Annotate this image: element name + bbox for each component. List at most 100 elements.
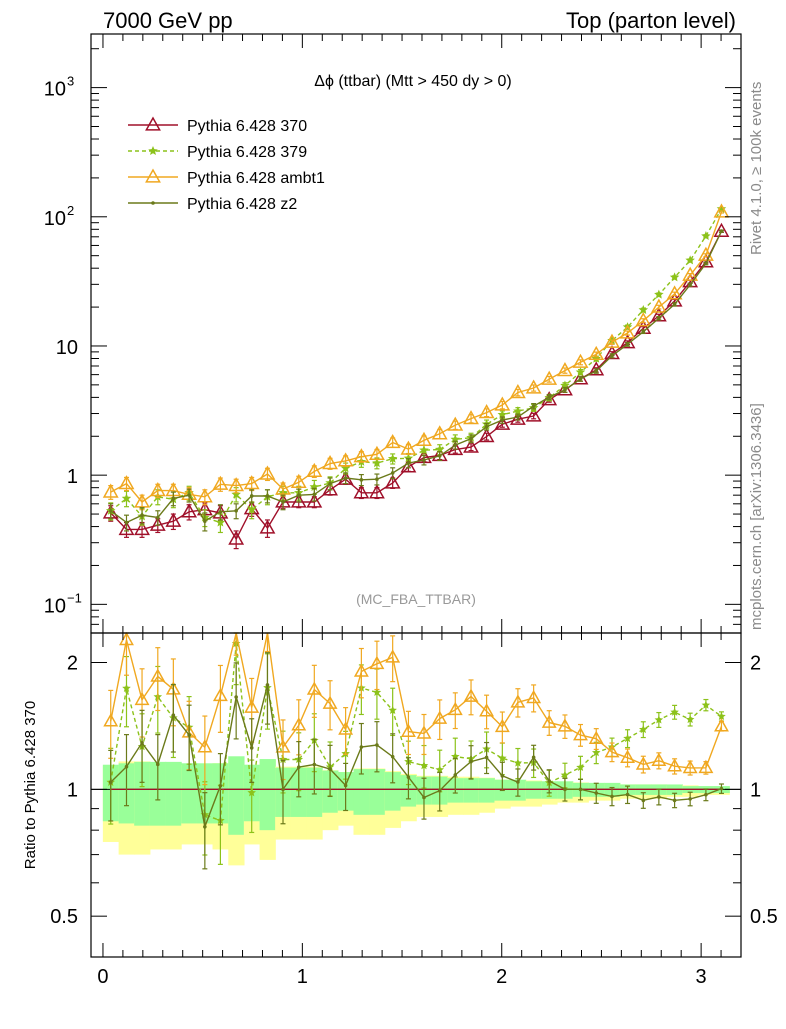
ratio-point: [435, 765, 445, 774]
data-point: [719, 229, 724, 233]
ratio-point: [704, 792, 708, 797]
ratio-point: [625, 792, 630, 797]
ratio-point: [234, 695, 238, 699]
ratio-point: [685, 714, 695, 724]
data-point: [275, 480, 291, 495]
band-1sigma-bin: [384, 772, 402, 811]
ratio-point: [124, 764, 129, 769]
ratio-point: [657, 795, 661, 799]
data-point: [187, 493, 191, 497]
ratio-point: [372, 687, 382, 697]
ratio-point: [513, 758, 523, 767]
y-tick-exponent: 2: [67, 203, 74, 218]
data-point: [215, 517, 226, 527]
data-point: [353, 448, 370, 463]
ratio-y-tick-label: 1: [67, 779, 78, 801]
ratio-point: [591, 748, 601, 757]
ratio-point: [498, 753, 507, 762]
ratio-point: [400, 723, 416, 737]
data-point: [478, 428, 495, 443]
ratio-point: [500, 774, 505, 778]
ratio-point: [328, 767, 332, 771]
ratio-point: [516, 780, 520, 784]
data-point: [108, 508, 113, 513]
data-point: [557, 381, 573, 396]
y-tick-label: 10: [44, 595, 66, 617]
ratio-point: [654, 715, 664, 724]
ratio-point: [641, 798, 646, 803]
ratio-y-tick-label-right: 1: [750, 779, 761, 801]
data-point: [422, 458, 426, 462]
ratio-point: [623, 733, 632, 743]
ratio-point: [719, 786, 724, 791]
data-point: [713, 222, 730, 237]
legend-entry-3: Pythia 6.428 z2: [128, 196, 297, 213]
data-point: [296, 493, 301, 497]
data-point: [359, 478, 364, 482]
ratio-point: [275, 739, 291, 753]
ratio-point: [447, 701, 463, 716]
data-point: [368, 484, 385, 499]
band-1sigma-bin: [134, 761, 151, 826]
ratio-y-axis-label: Ratio to Pythia 6.428 370: [22, 701, 39, 869]
data-point: [447, 416, 464, 431]
band-1sigma-bin: [353, 769, 370, 815]
data-point: [588, 345, 605, 361]
data-point: [171, 496, 176, 501]
data-point: [657, 316, 661, 321]
data-point: [337, 452, 354, 467]
band-1sigma-bin: [228, 756, 245, 835]
data-point: [666, 285, 683, 300]
ratio-point: [639, 725, 648, 734]
data-point: [516, 415, 520, 419]
ratio-series-2: [103, 631, 729, 786]
data-point: [281, 500, 285, 504]
ratio-point: [244, 699, 260, 713]
ratio-point: [322, 695, 338, 709]
data-point: [218, 510, 223, 514]
ratio-point: [312, 762, 317, 767]
header-right-title: Top (parton level): [566, 8, 736, 33]
data-point: [572, 353, 589, 368]
data-point: [588, 361, 605, 376]
data-point: [625, 342, 630, 347]
ratio-point: [651, 752, 667, 766]
data-point: [118, 520, 135, 536]
legend-marker: [145, 168, 161, 183]
header-left-title: 7000 GeV pp: [103, 8, 233, 33]
main-series-2: [102, 203, 730, 511]
main-plot-series: [102, 203, 730, 550]
ratio-plot-series: [103, 631, 729, 870]
ratio-point: [453, 773, 458, 777]
ratio-point: [119, 631, 134, 646]
ratio-point: [150, 668, 166, 682]
ratio-point: [212, 687, 228, 702]
ratio-y-tick-label-right: 0.5: [750, 906, 778, 928]
main-series-0: [102, 222, 730, 550]
ratio-point: [469, 759, 473, 764]
data-point: [234, 508, 238, 513]
data-point: [704, 261, 708, 266]
data-point: [384, 433, 401, 449]
ratio-point: [390, 754, 395, 759]
data-point: [525, 407, 542, 422]
data-point: [431, 425, 448, 440]
data-point: [231, 489, 241, 499]
ratio-point: [108, 780, 113, 785]
data-point: [312, 492, 317, 497]
data-point: [682, 266, 699, 281]
ratio-point: [688, 797, 692, 801]
ratio-point: [249, 746, 254, 750]
ratio-point: [103, 713, 119, 727]
data-point: [155, 515, 160, 520]
data-point: [541, 370, 558, 385]
ratio-point: [701, 700, 711, 709]
data-point: [249, 494, 254, 498]
data-point: [102, 483, 119, 498]
data-point: [669, 272, 680, 282]
data-point: [390, 471, 395, 475]
data-point: [469, 436, 473, 441]
data-point: [701, 231, 711, 241]
